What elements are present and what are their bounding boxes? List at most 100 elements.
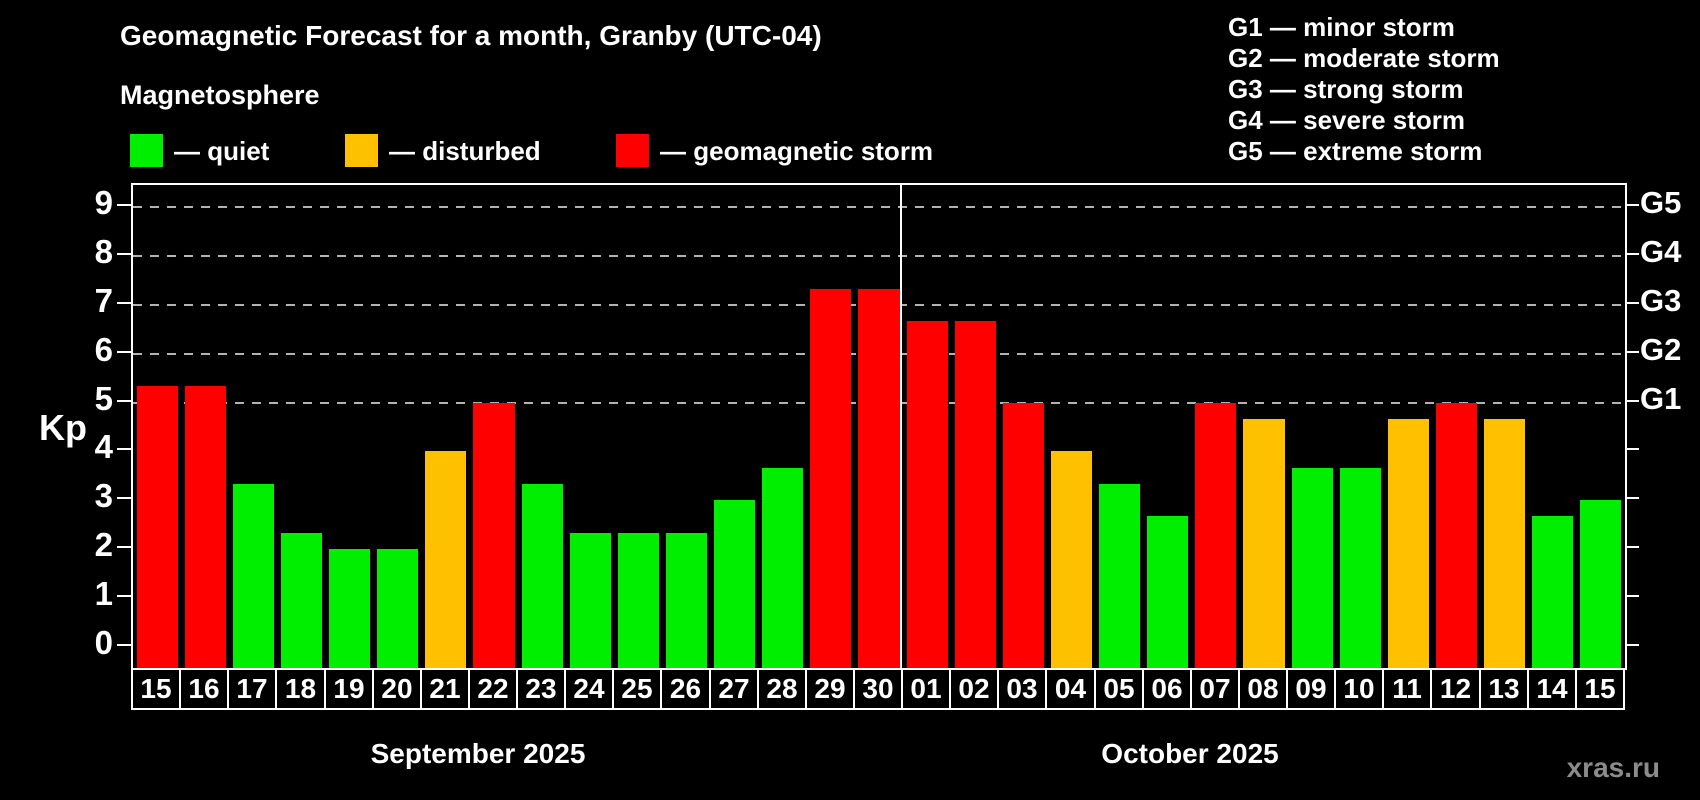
- y-axis-tick-label-2: 2: [94, 526, 113, 564]
- y-axis-tick-label-8: 8: [94, 232, 113, 270]
- day-label-sep-27: 27: [709, 668, 759, 710]
- left-tick-9: [117, 203, 131, 206]
- bar-day-06-oct: [1147, 516, 1189, 670]
- right-tick-6: [1625, 350, 1639, 353]
- y-axis-tick-label-3: 3: [94, 477, 113, 515]
- left-tick-1: [117, 595, 131, 598]
- left-tick-0: [117, 644, 131, 646]
- legend-label-quiet: — quiet: [174, 136, 270, 166]
- bar-day-15-sep: [136, 386, 178, 670]
- watermark: xras.ru: [1566, 752, 1660, 783]
- day-label-sep-30: 30: [853, 668, 903, 710]
- day-label-oct-15: 15: [1575, 668, 1625, 710]
- bar-day-28-sep: [762, 467, 804, 670]
- bar-day-26-sep: [665, 533, 708, 670]
- left-tick-7: [117, 301, 131, 304]
- right-tick-1: [1625, 595, 1639, 598]
- bar-day-15-oct: [1580, 500, 1622, 670]
- day-label-oct-07: 07: [1190, 668, 1240, 710]
- y-axis-tick-label-5: 5: [94, 379, 113, 417]
- storm-scale-line-4: G4 — severe storm: [1228, 105, 1466, 135]
- day-label-sep-25: 25: [612, 668, 662, 710]
- day-label-oct-05: 05: [1094, 668, 1144, 710]
- y-axis-tick-label-1: 1: [94, 575, 113, 613]
- bar-day-08-oct: [1243, 418, 1285, 670]
- bar-day-03-oct: [1002, 402, 1044, 670]
- right-axis-label-G1: G1: [1640, 380, 1682, 416]
- right-tick-7: [1625, 301, 1639, 304]
- right-tick-8: [1625, 252, 1639, 255]
- bar-day-29-sep: [810, 288, 852, 670]
- y-axis-tick-label-7: 7: [94, 281, 113, 319]
- storm-scale-line-5: G5 — extreme storm: [1228, 136, 1483, 166]
- day-label-oct-06: 06: [1142, 668, 1192, 710]
- day-label-sep-20: 20: [372, 668, 422, 710]
- right-tick-9: [1625, 203, 1639, 206]
- chart-title: Geomagnetic Forecast for a month, Granby…: [120, 20, 822, 51]
- day-label-sep-26: 26: [660, 668, 711, 710]
- month-label-september: September 2025: [370, 738, 586, 769]
- legend-label-storm: — geomagnetic storm: [660, 136, 934, 166]
- bar-day-24-sep: [569, 533, 611, 670]
- bar-day-30-sep: [858, 288, 900, 670]
- y-axis-tick-label-0: 0: [94, 624, 113, 661]
- day-label-oct-14: 14: [1527, 668, 1577, 710]
- bar-day-07-oct: [1195, 402, 1237, 670]
- day-label-sep-18: 18: [275, 668, 326, 710]
- day-label-oct-01: 01: [901, 668, 951, 710]
- bar-day-23-sep: [521, 484, 563, 670]
- legend-swatch-disturbed-icon: [345, 134, 378, 167]
- right-tick-0: [1625, 644, 1639, 646]
- y-axis-label: Kp: [39, 407, 87, 448]
- left-tick-4: [117, 448, 131, 451]
- month-separator-line: [900, 183, 903, 668]
- bar-day-22-sep: [473, 402, 515, 670]
- bar-day-21-sep: [425, 451, 467, 670]
- day-label-sep-17: 17: [227, 668, 277, 710]
- day-label-oct-10: 10: [1334, 668, 1384, 710]
- day-label-sep-28: 28: [757, 668, 807, 710]
- day-label-oct-08: 08: [1238, 668, 1288, 710]
- bar-day-19-sep: [329, 549, 371, 670]
- bar-day-18-sep: [280, 533, 322, 670]
- left-tick-3: [117, 497, 131, 500]
- day-label-oct-11: 11: [1382, 668, 1432, 710]
- right-tick-4: [1625, 448, 1639, 451]
- day-label-sep-19: 19: [324, 668, 374, 710]
- left-tick-6: [117, 350, 131, 353]
- day-label-oct-12: 12: [1430, 668, 1481, 710]
- right-tick-2: [1625, 546, 1639, 549]
- bar-day-10-oct: [1339, 467, 1381, 670]
- storm-scale-line-2: G2 — moderate storm: [1228, 43, 1500, 73]
- bar-day-16-sep: [184, 386, 226, 670]
- day-label-oct-03: 03: [997, 668, 1047, 710]
- day-label-sep-24: 24: [564, 668, 614, 710]
- day-label-sep-16: 16: [179, 668, 229, 710]
- legend-label-disturbed: — disturbed: [389, 136, 541, 166]
- gridline-kp-9: [133, 205, 1625, 208]
- right-axis-label-G5: G5: [1640, 184, 1682, 220]
- day-label-oct-09: 09: [1286, 668, 1336, 710]
- month-label-october: October 2025: [1101, 738, 1279, 769]
- day-label-oct-13: 13: [1479, 668, 1529, 710]
- left-tick-8: [117, 252, 131, 255]
- right-axis-label-G4: G4: [1640, 233, 1682, 269]
- day-label-sep-29: 29: [805, 668, 855, 710]
- right-tick-3: [1625, 497, 1639, 500]
- chart-subtitle: Magnetosphere: [120, 80, 320, 110]
- day-label-oct-02: 02: [949, 668, 999, 710]
- plot-area: [131, 183, 1627, 670]
- bar-day-09-oct: [1291, 467, 1333, 670]
- day-label-oct-04: 04: [1045, 668, 1096, 710]
- gridline-kp-8: [133, 254, 1625, 257]
- bar-day-14-oct: [1532, 516, 1574, 670]
- left-tick-5: [117, 399, 131, 402]
- y-axis-tick-label-4: 4: [94, 428, 113, 466]
- legend-swatch-quiet-icon: [130, 134, 163, 167]
- left-tick-2: [117, 546, 131, 549]
- bar-day-02-oct: [954, 320, 996, 670]
- day-label-sep-15: 15: [131, 668, 181, 710]
- bar-day-05-oct: [1099, 484, 1141, 670]
- day-label-sep-23: 23: [516, 668, 566, 710]
